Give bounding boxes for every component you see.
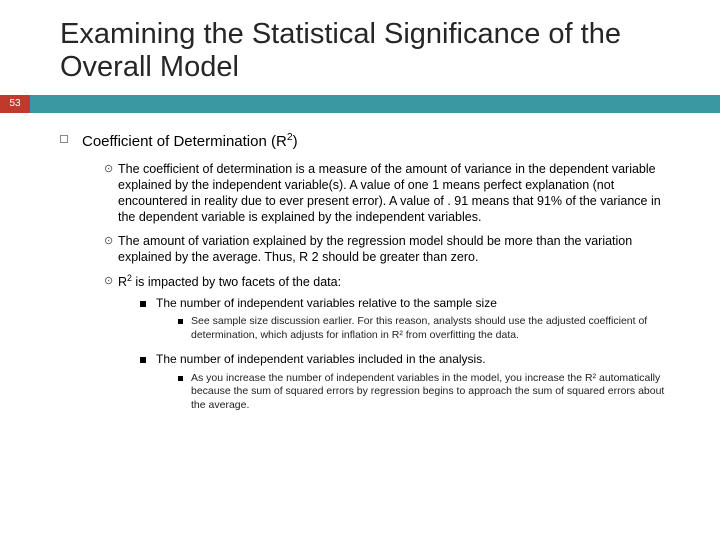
tiny-square-icon (178, 319, 183, 324)
item-text: The number of independent variables rela… (156, 296, 680, 348)
section-heading-row: Coefficient of Determination (R2) (60, 131, 680, 151)
circle-dot-icon: ⊙ (104, 162, 118, 176)
list-item: ⊙ R2 is impacted by two facets of the da… (104, 273, 680, 422)
hollow-square-icon (60, 135, 68, 143)
list-item: ⊙ The coefficient of determination is a … (104, 161, 680, 225)
level3-list: As you increase the number of independen… (178, 372, 680, 412)
heading-suffix: ) (293, 133, 298, 150)
item-text: The coefficient of determination is a me… (118, 161, 680, 225)
list-item: ⊙ The amount of variation explained by t… (104, 233, 680, 265)
level1-list: ⊙ The coefficient of determination is a … (104, 161, 680, 422)
section-heading: Coefficient of Determination (R2) (82, 131, 298, 151)
heading-prefix: Coefficient of Determination (R (82, 133, 287, 150)
tiny-square-icon (178, 376, 183, 381)
circle-dot-icon: ⊙ (104, 234, 118, 248)
s1-text: The number of independent variables rela… (156, 296, 497, 310)
circle-dot-icon: ⊙ (104, 274, 118, 288)
page-number-badge: 53 (0, 95, 30, 113)
s2-text: The number of independent variables incl… (156, 352, 486, 366)
item-text: As you increase the number of independen… (191, 372, 680, 412)
accent-bar: 53 (0, 95, 720, 113)
list-item: The number of independent variables rela… (140, 296, 680, 348)
level2-list: The number of independent variables rela… (140, 296, 680, 418)
filled-square-icon (140, 357, 146, 363)
item-text: See sample size discussion earlier. For … (191, 315, 680, 342)
content-area: Coefficient of Determination (R2) ⊙ The … (0, 113, 720, 440)
slide-title: Examining the Statistical Significance o… (60, 18, 660, 85)
list-item: The number of independent variables incl… (140, 352, 680, 418)
title-area: Examining the Statistical Significance o… (0, 0, 720, 95)
item-text: The amount of variation explained by the… (118, 233, 680, 265)
item-text: The number of independent variables incl… (156, 352, 680, 418)
b3-suffix: is impacted by two facets of the data: (132, 275, 341, 289)
list-item: As you increase the number of independen… (178, 372, 680, 412)
level3-list: See sample size discussion earlier. For … (178, 315, 680, 342)
list-item: See sample size discussion earlier. For … (178, 315, 680, 342)
item-text: R2 is impacted by two facets of the data… (118, 273, 680, 422)
filled-square-icon (140, 301, 146, 307)
b3-prefix: R (118, 275, 127, 289)
